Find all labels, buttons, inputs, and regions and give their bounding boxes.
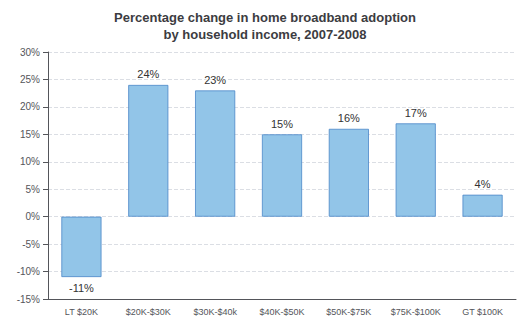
svg-text:LT $20K: LT $20K [65, 307, 98, 317]
svg-text:$75K-$100K: $75K-$100K [391, 307, 441, 317]
svg-text:20%: 20% [20, 101, 40, 112]
svg-text:-15%: -15% [17, 294, 40, 305]
svg-text:0%: 0% [26, 211, 41, 222]
svg-text:by household income, 2007-2008: by household income, 2007-2008 [163, 27, 366, 42]
svg-text:$30K-$40k: $30K-$40k [193, 307, 237, 317]
svg-text:17%: 17% [405, 107, 427, 119]
svg-text:25%: 25% [20, 74, 40, 85]
svg-text:-11%: -11% [69, 282, 94, 294]
svg-text:GT $100K: GT $100K [462, 307, 503, 317]
svg-text:4%: 4% [475, 178, 491, 190]
svg-text:24%: 24% [137, 68, 159, 80]
svg-text:10%: 10% [20, 156, 40, 167]
svg-text:15%: 15% [271, 118, 293, 130]
svg-text:$20K-$30K: $20K-$30K [126, 307, 171, 317]
svg-text:Percentage change in home broa: Percentage change in home broadband adop… [114, 10, 416, 25]
svg-text:5%: 5% [26, 184, 41, 195]
svg-text:$40K-$50K: $40K-$50K [259, 307, 304, 317]
svg-text:-5%: -5% [22, 239, 40, 250]
svg-text:15%: 15% [20, 129, 40, 140]
svg-text:$50K-$75K: $50K-$75K [326, 307, 371, 317]
svg-text:30%: 30% [20, 47, 40, 58]
svg-text:-10%: -10% [17, 266, 40, 277]
svg-text:23%: 23% [204, 74, 226, 86]
svg-text:16%: 16% [338, 112, 360, 124]
